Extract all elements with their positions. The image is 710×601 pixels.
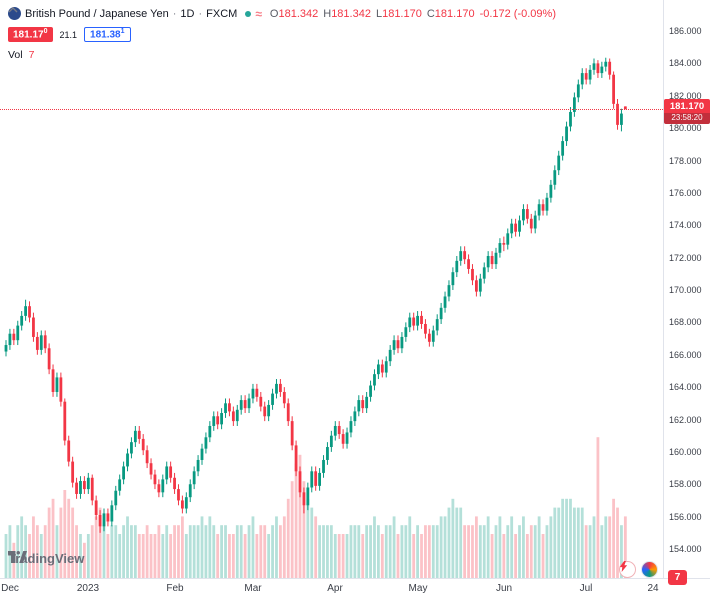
time-axis-label: Mar: [244, 583, 262, 594]
time-axis-label: Dec: [1, 583, 19, 594]
symbol-title-button[interactable]: British Pound / Japanese Yen: [25, 7, 169, 20]
close-label: C: [426, 7, 435, 20]
high-label: H: [323, 7, 332, 20]
volume-series: [4, 437, 627, 578]
chart-plot-area[interactable]: British Pound / Japanese Yen · 1D · FXCM…: [0, 0, 663, 578]
time-axis-label: May: [408, 583, 428, 594]
lightning-icon: [619, 561, 628, 572]
exchange-button[interactable]: FXCM: [206, 7, 238, 20]
low-label: L: [375, 7, 383, 20]
volume-label: Vol: [8, 49, 23, 62]
chevron-up-icon: [8, 7, 18, 13]
time-axis-label: Jul: [579, 583, 593, 594]
notification-count-badge[interactable]: 7: [668, 570, 687, 585]
candlestick-chart[interactable]: [0, 0, 663, 578]
price-axis-label: 166.000: [669, 350, 702, 360]
symbol-row: British Pound / Japanese Yen · 1D · FXCM…: [8, 7, 556, 20]
time-axis-label: Jun: [495, 583, 513, 594]
price-axis-label: 172.000: [669, 253, 702, 263]
open-label: O: [269, 7, 279, 20]
separator: ·: [198, 7, 203, 20]
colorful-widget-button[interactable]: [641, 561, 658, 578]
open-value: 181.342: [278, 7, 319, 20]
volume-value: 7: [28, 49, 35, 62]
price-axis[interactable]: 186.000 184.000 182.000 180.000 178.000 176.0…: [663, 0, 710, 578]
collapse-legend-button[interactable]: [8, 7, 26, 81]
price-axis-label: 178.000: [669, 156, 702, 166]
time-axis-label: Feb: [166, 583, 184, 594]
time-axis[interactable]: Dec 2023 Feb Mar Apr May Jun Jul 24: [0, 578, 710, 601]
tradingview-mark-icon: [8, 551, 27, 563]
price-axis-label: 180.000: [669, 123, 702, 133]
market-status-icon[interactable]: ≈: [255, 6, 262, 21]
price-axis-label: 176.000: [669, 188, 702, 198]
price-axis-label: 162.000: [669, 415, 702, 425]
change-value: -0.172 (-0.09%): [479, 7, 556, 20]
price-axis-label: 168.000: [669, 317, 702, 327]
data-status-dot-icon[interactable]: [245, 10, 252, 17]
time-axis-label: Apr: [327, 583, 343, 594]
close-value: 181.170: [434, 7, 475, 20]
bar-countdown: 23:58:20: [664, 113, 710, 124]
price-axis-label: 184.000: [669, 58, 702, 68]
quick-trade-button[interactable]: [619, 561, 636, 578]
candle-series: [4, 57, 627, 533]
price-axis-label: 164.000: [669, 382, 702, 392]
sell-button[interactable]: 181.170: [8, 27, 53, 43]
price-axis-label: 158.000: [669, 479, 702, 489]
tradingview-logo[interactable]: TradingView: [8, 551, 84, 566]
price-axis-label: 170.000: [669, 285, 702, 295]
volume-legend-row[interactable]: Vol 7: [8, 49, 556, 61]
current-price-value: 181.170: [664, 99, 710, 113]
price-axis-label: 156.000: [669, 512, 702, 522]
separator: ·: [172, 7, 177, 20]
time-axis-label: 2023: [76, 583, 100, 594]
trade-buttons-row: 181.170 21.1 181.381: [8, 27, 556, 43]
low-value: 181.170: [382, 7, 422, 20]
high-value: 181.342: [331, 7, 371, 20]
chart-legend: British Pound / Japanese Yen · 1D · FXCM…: [8, 7, 556, 81]
price-axis-label: 186.000: [669, 26, 702, 36]
tradingview-logo-text: TradingView: [8, 551, 85, 566]
price-axis-label: 174.000: [669, 220, 702, 230]
spread-value: 21.1: [59, 29, 78, 40]
price-axis-label: 160.000: [669, 447, 702, 457]
ohlc-readout: O181.342 H181.342 L181.170 C181.170 -0.1…: [270, 8, 556, 20]
current-price-badge: 181.170 23:58:20: [664, 99, 710, 124]
buy-button[interactable]: 181.381: [84, 27, 131, 43]
price-axis-label: 154.000: [669, 544, 702, 554]
interval-button[interactable]: 1D: [180, 7, 195, 20]
price-axis-label: 182.000: [669, 91, 702, 101]
time-axis-label: 24: [647, 583, 659, 594]
current-price-line: [0, 109, 663, 110]
floating-buttons: [619, 561, 658, 578]
